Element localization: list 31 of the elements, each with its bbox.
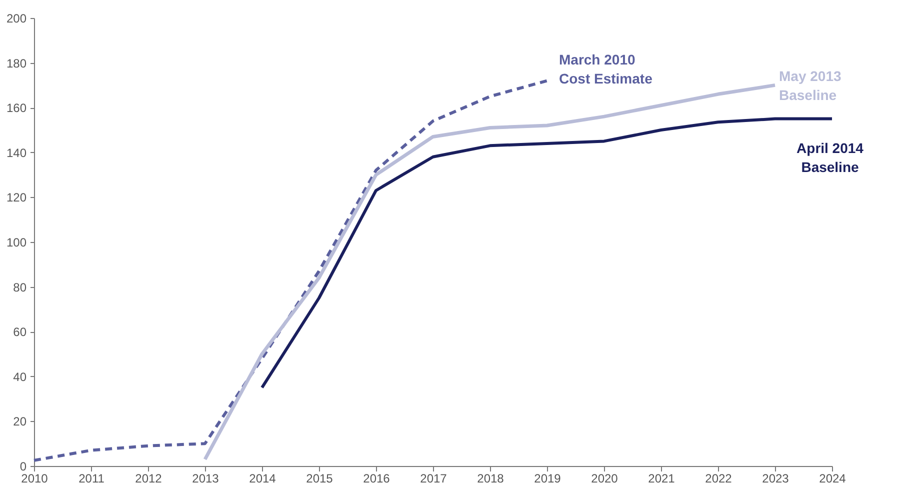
x-tick-label: 2021	[648, 472, 676, 486]
line-series	[203, 83, 777, 462]
x-tick-label: 2014	[249, 472, 276, 486]
x-tick-label: 2013	[192, 472, 220, 486]
x-tick-label: 2012	[135, 472, 162, 486]
x-tick-label: 2019	[534, 472, 562, 486]
x-tick-label: 2023	[762, 472, 790, 486]
x-tick-label: 2010	[21, 472, 48, 486]
y-tick-label: 80	[13, 280, 27, 294]
y-tick-label: 140	[6, 146, 27, 160]
x-tick-label: 2016	[363, 472, 390, 486]
x-tick-label: 2017	[420, 472, 448, 486]
y-tick-label: 20	[13, 414, 27, 429]
series-label: April 2014 Baseline	[796, 140, 864, 175]
y-tick-label: 60	[13, 325, 27, 340]
line-series	[32, 79, 548, 462]
y-tick-label: 120	[6, 190, 27, 205]
y-tick-label: 160	[6, 101, 27, 116]
x-tick-label: 2024	[819, 472, 846, 486]
y-tick-label: 200	[6, 12, 27, 26]
x-tick-label: 2020	[591, 472, 618, 486]
x-tick-label: 2011	[78, 472, 105, 486]
y-tick-label: 180	[6, 56, 27, 70]
y-tick-label: 0	[20, 460, 27, 474]
x-tick-label: 2015	[306, 472, 334, 486]
y-tick-label: 100	[6, 236, 27, 250]
y-tick-label: 40	[13, 370, 27, 384]
x-tick-label: 2018	[477, 472, 504, 486]
series-label: March 2010 Cost Estimate	[559, 52, 653, 87]
x-tick-label: 2022	[705, 472, 732, 486]
series-label: May 2013 Baseline	[779, 68, 842, 104]
